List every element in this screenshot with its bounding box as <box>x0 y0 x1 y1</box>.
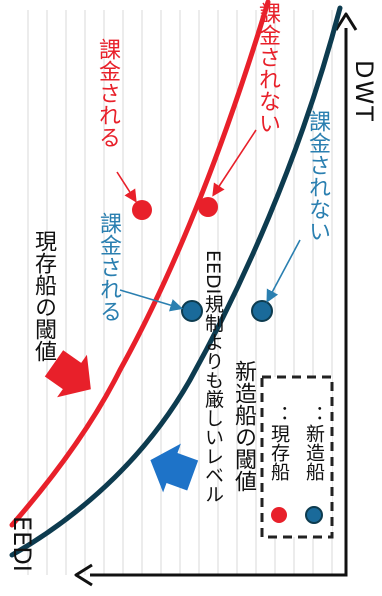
axes <box>74 12 358 587</box>
dwt-axis-arrowhead <box>334 12 358 31</box>
new-charged-annotation: 課金される <box>96 212 121 322</box>
legend-existing-dot <box>271 507 287 523</box>
new-threshold-sublabel: EEDI規制よりも厳しいレベル <box>202 250 224 504</box>
new-threshold-label: 新造船の閾値 <box>231 360 256 492</box>
new-ship-threshold-curve <box>9 5 343 558</box>
eedi-axis-arrowhead <box>74 563 93 587</box>
new-threshold-pointer-arrow <box>150 443 199 493</box>
dwt-axis-label: DWT <box>350 60 378 123</box>
existing-ship-threshold-curve <box>9 0 271 528</box>
annotation-arrows <box>116 129 301 312</box>
existing-ship-dot-charged <box>132 200 152 220</box>
legend-new-dot <box>305 506 323 524</box>
existing-not-charged-annotation: 課金されない <box>255 2 280 134</box>
existing-charged-annotation: 課金される <box>95 38 120 148</box>
existing-threshold-pointer-arrow <box>44 350 91 398</box>
new-ship-dot-not-charged <box>251 300 273 322</box>
existing-ship-dot-not-charged <box>198 197 218 217</box>
eedi-axis-label: EEDI <box>8 516 36 572</box>
new-not-charged-annotation: 課金されない <box>305 110 330 242</box>
legend-existing-label: ：現存船 <box>268 405 290 481</box>
existing-threshold-label: 現存船の閾値 <box>31 230 56 362</box>
new-ship-dot-charged <box>181 300 203 322</box>
legend-new-label: ：新造船 <box>303 405 325 481</box>
